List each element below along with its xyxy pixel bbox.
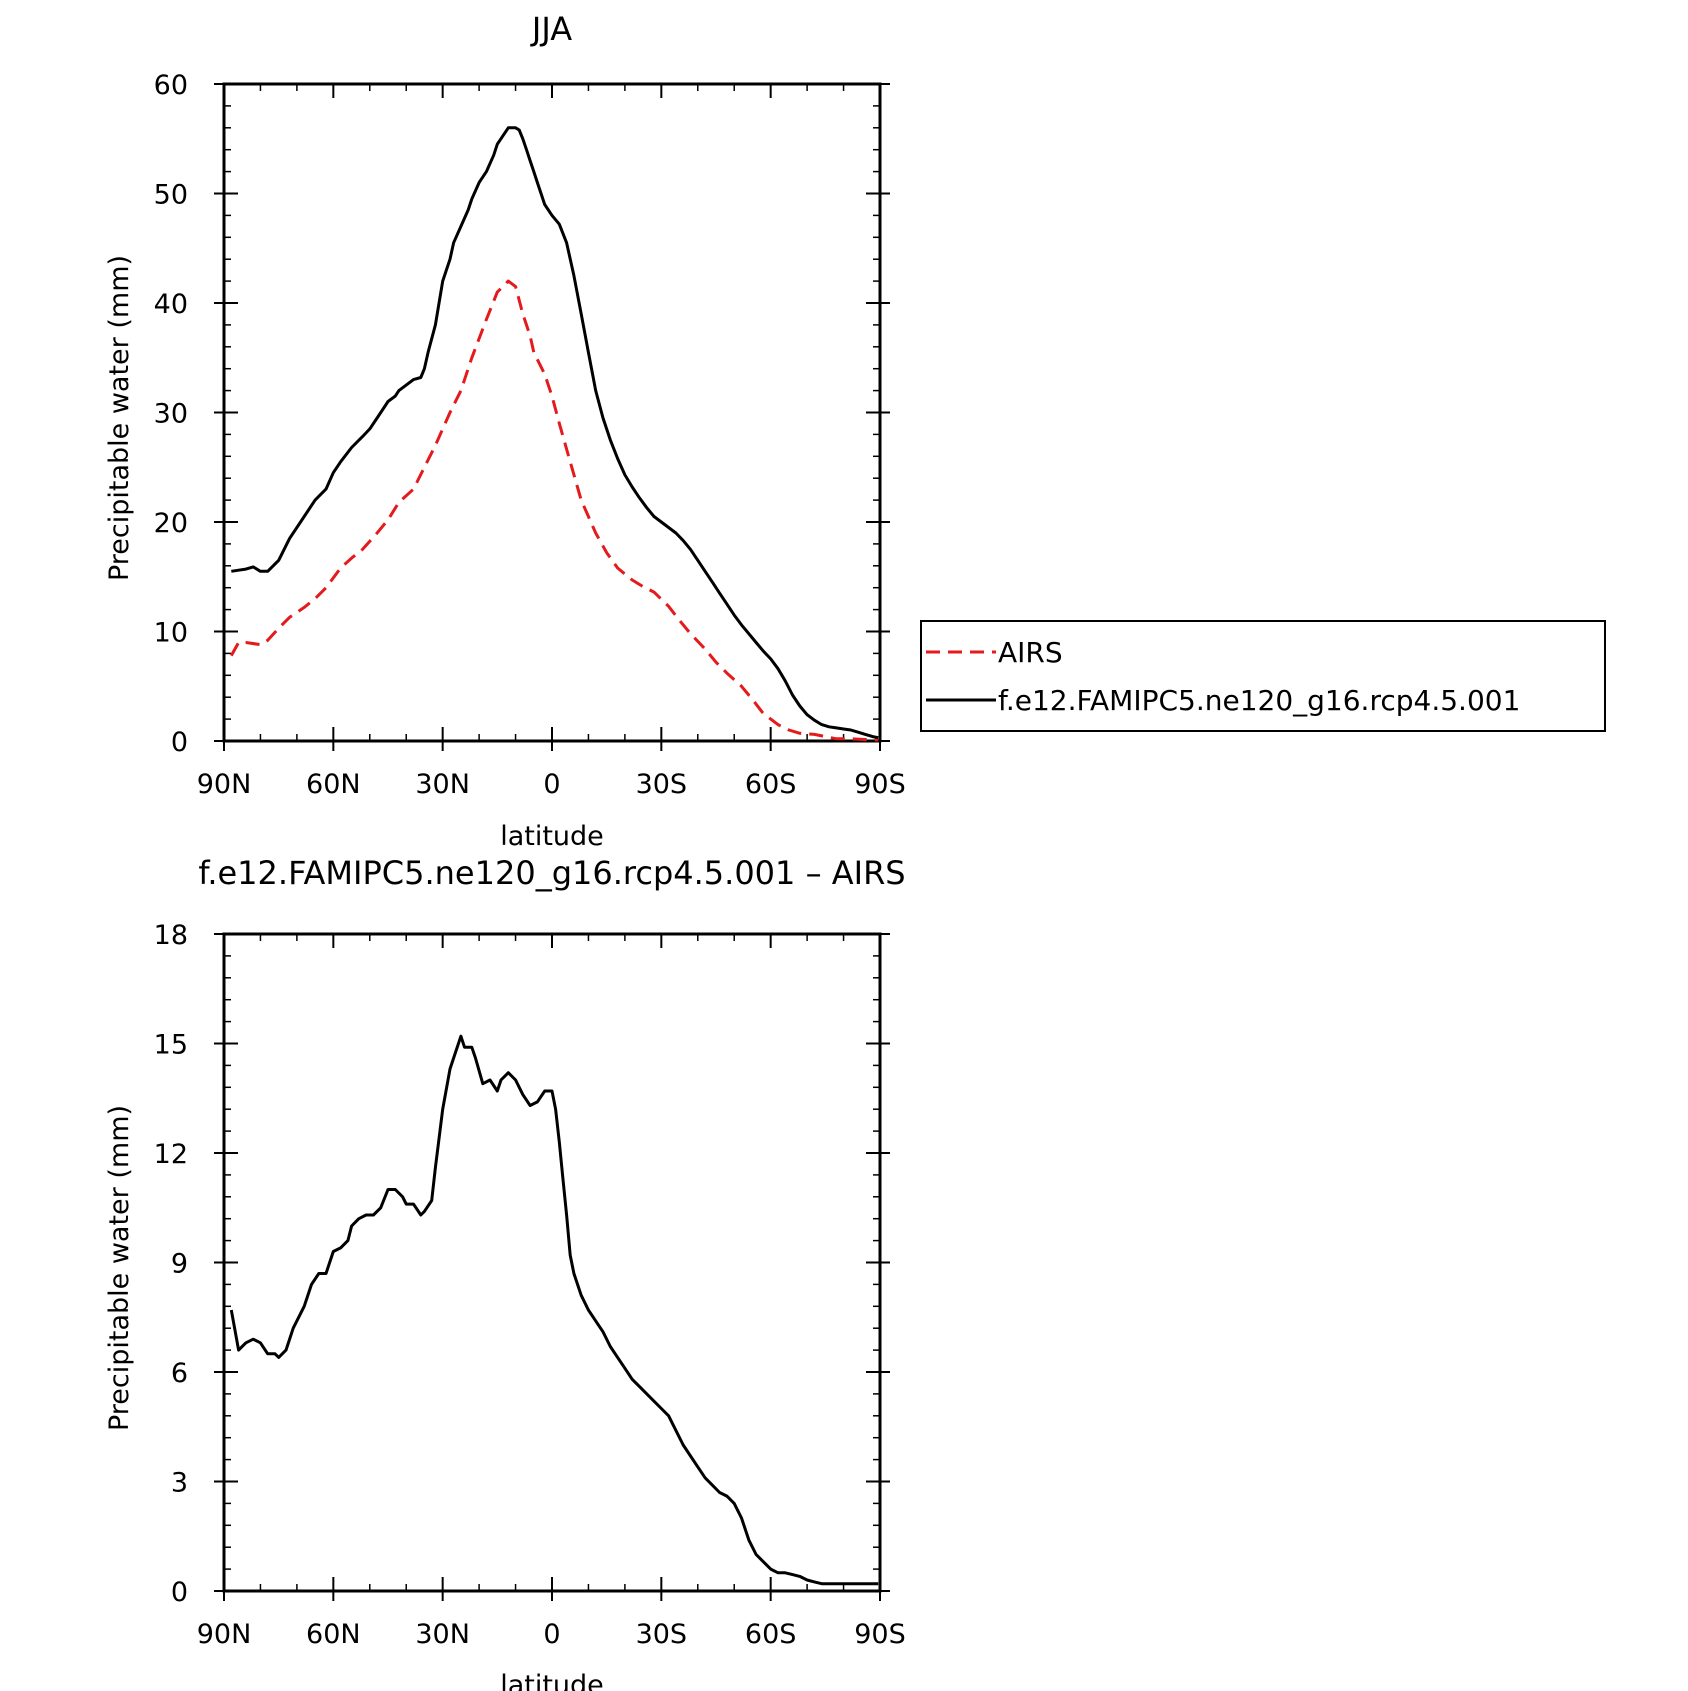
bottom-y-tick-label: 0 <box>171 1577 188 1608</box>
legend-box <box>920 620 1606 732</box>
bottom-x-tick-label: 90N <box>197 1619 252 1650</box>
top-axes: 90N 60N 30N 0 30S 60S 90S 0 10 20 30 40 50 60 <box>154 70 906 800</box>
top-x-tick-label: 60N <box>306 769 361 800</box>
top-x-tick-label: 60S <box>745 769 797 800</box>
top-y-tick-label: 60 <box>154 70 188 101</box>
top-plot-frame <box>222 82 882 743</box>
top-series-line-airs <box>229 279 879 742</box>
bottom-series-line-difference <box>229 1034 879 1586</box>
top-y-tick-label: 40 <box>154 289 188 320</box>
legend: AIRS f.e12.FAMIPC5.ne120_g16.rcp4.5.001 <box>920 620 1606 732</box>
top-y-tick-label: 30 <box>154 399 188 430</box>
top-series-line-f-e12-famipc5-ne120-g16-rcp4-5-001 <box>231 126 879 740</box>
top-y-tick-label: 0 <box>171 727 188 758</box>
top-y-tick-label: 50 <box>154 180 188 211</box>
top-y-tick-label: 20 <box>154 508 188 539</box>
top-chart-title: JJA <box>530 10 572 48</box>
bottom-y-tick-label: 15 <box>154 1030 188 1061</box>
top-x-axis-label: latitude <box>500 821 604 852</box>
top-x-tick-label: 30N <box>415 769 470 800</box>
top-y-axis-label: Precipitable water (mm) <box>104 255 135 581</box>
top-x-tick-label: 0 <box>543 769 560 800</box>
bottom-y-tick-label: 12 <box>154 1139 188 1170</box>
bottom-x-tick-label: 60N <box>306 1619 361 1650</box>
bottom-x-tick-label: 60S <box>745 1619 797 1650</box>
bottom-x-tick-label: 0 <box>543 1619 560 1650</box>
bottom-y-tick-label: 6 <box>171 1358 188 1389</box>
bottom-x-tick-label: 30S <box>636 1619 688 1650</box>
bottom-series <box>229 1034 879 1586</box>
bottom-y-tick-label: 18 <box>154 920 188 951</box>
bottom-chart-title: f.e12.FAMIPC5.ne120_g16.rcp4.5.001 – AIR… <box>198 854 905 892</box>
bottom-plot-frame <box>222 932 882 1593</box>
bottom-x-tick-label: 90S <box>854 1619 906 1650</box>
top-x-tick-label: 90S <box>854 769 906 800</box>
bottom-y-tick-label: 3 <box>171 1468 188 1499</box>
legend-entry-airs: AIRS <box>998 636 1063 669</box>
bottom-y-axis-label: Precipitable water (mm) <box>104 1105 135 1431</box>
panel-bottom: f.e12.FAMIPC5.ne120_g16.rcp4.5.001 – AIR… <box>104 854 906 1691</box>
bottom-y-tick-label: 9 <box>171 1249 188 1280</box>
top-y-tick-label: 10 <box>154 618 188 649</box>
top-x-tick-label: 30S <box>636 769 688 800</box>
legend-entry-model: f.e12.FAMIPC5.ne120_g16.rcp4.5.001 <box>998 684 1520 717</box>
bottom-axes: 90N 60N 30N 0 30S 60S 90S 0 3 6 9 12 15 18 <box>154 920 906 1650</box>
top-series <box>229 126 879 742</box>
panel-top: JJA 90N 60N 30N 0 30S 60S 90S 0 10 20 30 40 50 60 lat… <box>104 10 906 852</box>
bottom-x-tick-label: 30N <box>415 1619 470 1650</box>
bottom-x-axis-label: latitude <box>500 1670 604 1691</box>
top-x-tick-label: 90N <box>197 769 252 800</box>
